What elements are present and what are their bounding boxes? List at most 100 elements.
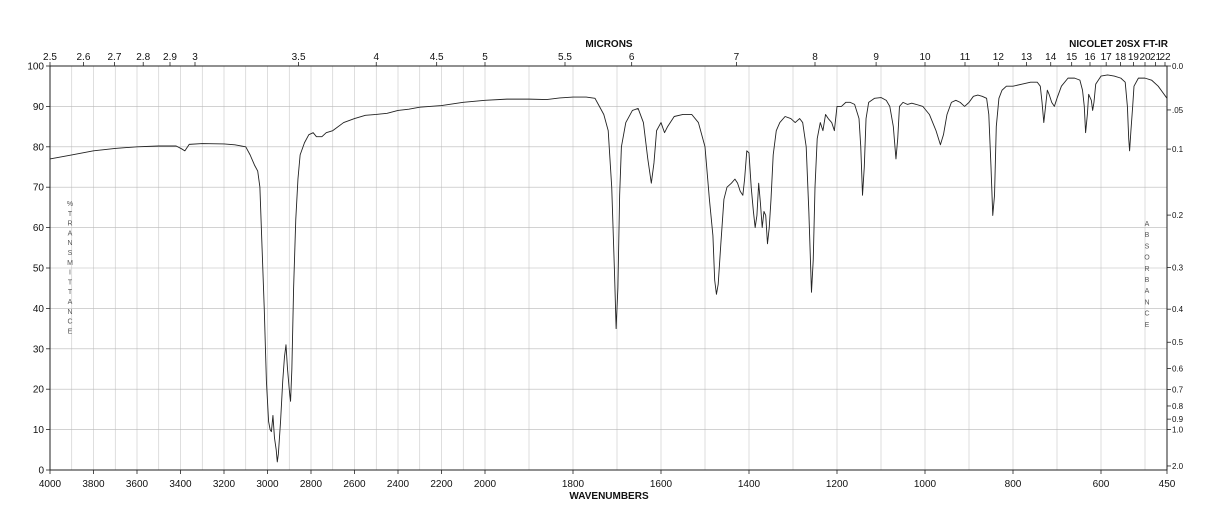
x-tick-label: 1800	[562, 479, 585, 490]
axis-label-letter: A	[1145, 288, 1150, 295]
x-tick-label: 600	[1093, 479, 1110, 490]
micron-tick-label: 16	[1084, 52, 1096, 63]
y-tick-label: 0	[38, 466, 44, 477]
axis-label-letter: R	[1144, 266, 1149, 273]
micron-tick-label: 10	[919, 52, 931, 63]
axis-label-letter: M	[67, 260, 73, 267]
x-tick-label: 1400	[738, 479, 761, 490]
x-tick-label: 3200	[213, 479, 236, 490]
absorbance-tick-label: .05	[1172, 106, 1184, 115]
y-tick-label: 10	[33, 425, 45, 436]
x-tick-label: 450	[1159, 479, 1176, 490]
absorbance-tick-label: 0.0	[1172, 62, 1184, 71]
absorbance-tick-label: 0.4	[1172, 305, 1184, 314]
axis-label-letter: E	[68, 328, 73, 335]
micron-tick-label: 5	[482, 52, 488, 63]
micron-tick-label: 13	[1021, 52, 1033, 63]
micron-tick-label: 8	[812, 52, 818, 63]
spectrum-trace	[49, 74, 1168, 463]
absorbance-tick-label: 0.6	[1172, 365, 1184, 374]
axis-label-letter: B	[1145, 277, 1150, 284]
y-tick-label: 20	[33, 385, 45, 396]
micron-tick-label: 2.6	[77, 52, 91, 63]
micron-tick-label: 14	[1045, 52, 1057, 63]
absorbance-tick-label: 0.1	[1172, 145, 1184, 154]
x-tick-label: 1600	[650, 479, 673, 490]
y-tick-label: 100	[27, 62, 44, 73]
x-tick-label: 3600	[126, 479, 149, 490]
axis-label-letter: T	[68, 289, 73, 296]
absorbance-tick-label: 0.8	[1172, 402, 1184, 411]
axis-label-letter: A	[68, 299, 73, 306]
x-tick-label: 2600	[343, 479, 366, 490]
micron-tick-label: 5.5	[558, 52, 572, 63]
axis-label-letter: I	[69, 270, 71, 277]
top-axis-label: MICRONS	[585, 39, 633, 50]
y-tick-label: 40	[33, 304, 45, 315]
x-tick-label: 2200	[430, 479, 453, 490]
axis-label-letter: %	[67, 201, 73, 208]
micron-tick-label: 2.8	[136, 52, 150, 63]
absorbance-tick-label: 1.0	[1172, 426, 1184, 435]
micron-tick-label: 2.9	[163, 52, 177, 63]
x-tick-label: 3000	[256, 479, 279, 490]
axis-label-letter: T	[68, 279, 73, 286]
micron-tick-label: 19	[1128, 52, 1140, 63]
x-tick-label: 3800	[82, 479, 105, 490]
bottom-axis-label: WAVENUMBERS	[569, 491, 649, 502]
micron-tick-label: 22	[1159, 52, 1171, 63]
x-tick-label: 4000	[39, 479, 62, 490]
x-tick-label: 3400	[169, 479, 192, 490]
micron-tick-label: 2.7	[107, 52, 121, 63]
absorbance-tick-label: 0.3	[1172, 264, 1184, 273]
micron-tick-label: 21	[1150, 52, 1162, 63]
micron-tick-label: 9	[873, 52, 879, 63]
micron-tick-label: 3.5	[292, 52, 306, 63]
axis-label-letter: A	[68, 230, 73, 237]
axis-label-letter: A	[1145, 221, 1150, 228]
axis-label-letter: N	[67, 309, 72, 316]
micron-tick-label: 18	[1115, 52, 1127, 63]
axis-label-letter: O	[1144, 255, 1150, 262]
axis-label-letter: C	[67, 319, 72, 326]
y-tick-label: 30	[33, 344, 45, 355]
micron-tick-label: 17	[1101, 52, 1113, 63]
micron-tick-label: 20	[1139, 52, 1151, 63]
x-tick-label: 2000	[474, 479, 497, 490]
micron-tick-label: 12	[993, 52, 1005, 63]
micron-tick-label: 3	[192, 52, 198, 63]
y-tick-label: 60	[33, 223, 45, 234]
micron-tick-label: 15	[1066, 52, 1078, 63]
axis-label-letter: R	[67, 221, 72, 228]
axis-label-letter: N	[1144, 299, 1149, 306]
absorbance-tick-label: 0.9	[1172, 415, 1184, 424]
axis-ticks: 4000 3800 3600 3400 3200 3000 2800 2600 2400 2200…	[27, 52, 1183, 490]
micron-tick-label: 11	[960, 52, 971, 63]
axis-label-letter: S	[1145, 243, 1150, 250]
axis-label-letter: B	[1145, 232, 1150, 239]
absorbance-tick-label: 2.0	[1172, 462, 1184, 471]
micron-tick-label: 2.5	[43, 52, 57, 63]
y-tick-label: 70	[33, 183, 45, 194]
axis-label-letter: E	[1145, 322, 1150, 329]
axis-label-letter: S	[68, 250, 73, 257]
axis-label-letter: T	[68, 211, 73, 218]
micron-tick-label: 4	[373, 52, 379, 63]
x-tick-label: 1200	[826, 479, 849, 490]
micron-tick-label: 6	[629, 52, 635, 63]
x-tick-label: 1000	[914, 479, 937, 490]
x-tick-label: 800	[1005, 479, 1022, 490]
chart-title: NICOLET 20SX FT-IR	[1069, 39, 1169, 50]
axis-label-letter: N	[67, 240, 72, 247]
x-tick-label: 2400	[387, 479, 410, 490]
y-tick-label: 80	[33, 142, 45, 153]
micron-tick-label: 4.5	[430, 52, 444, 63]
x-tick-label: 2800	[300, 479, 323, 490]
absorbance-tick-label: 0.5	[1172, 338, 1184, 347]
absorbance-tick-label: 0.2	[1172, 211, 1184, 220]
axis-label-letter: C	[1144, 311, 1149, 318]
